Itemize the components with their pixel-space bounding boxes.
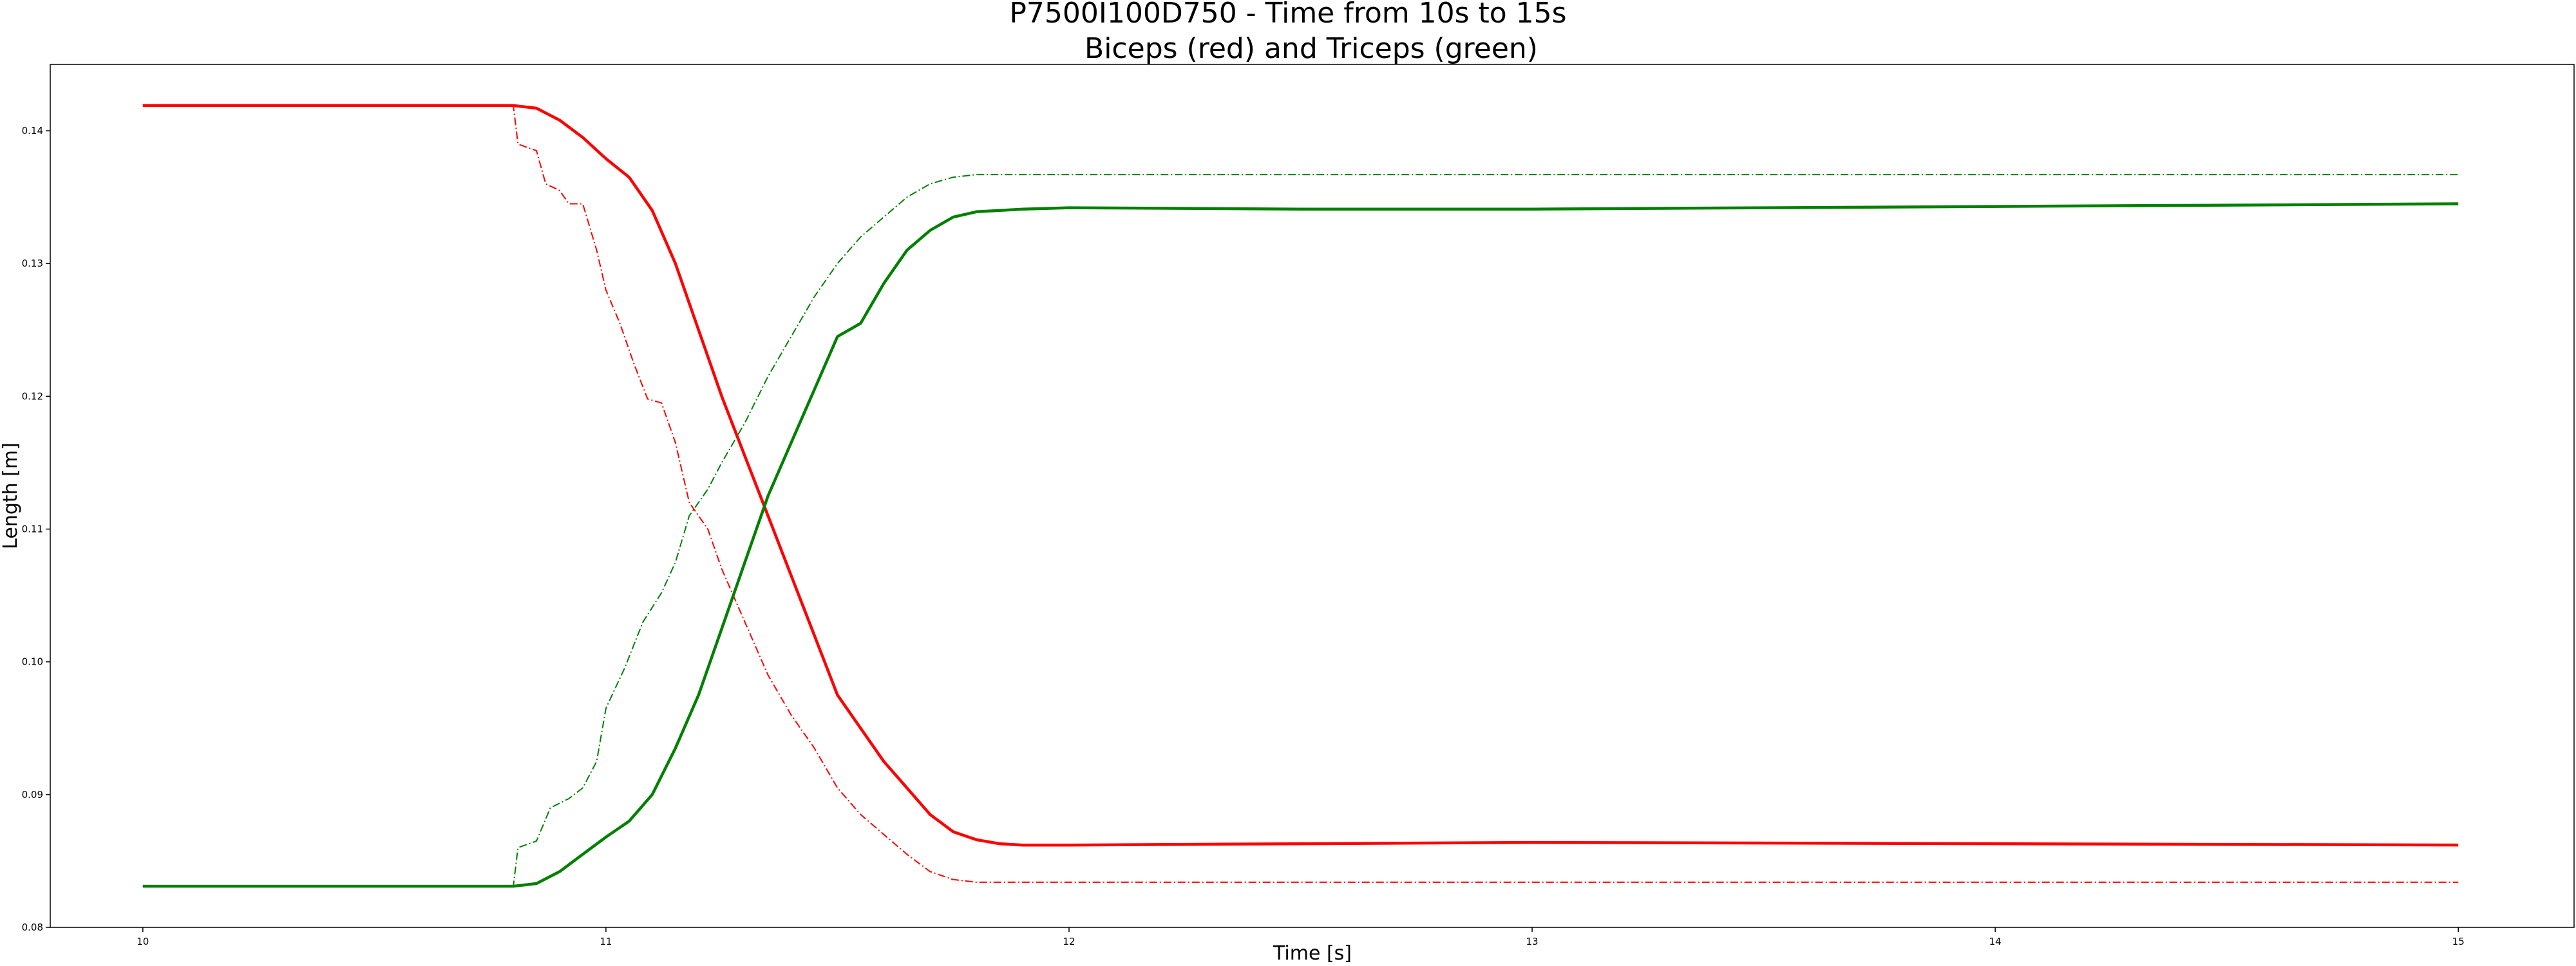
chart-subtitle: Biceps (red) and Triceps (green) — [1084, 32, 1538, 65]
series-line-3 — [142, 174, 2459, 887]
x-axis: 10 11 12 13 14 15 — [137, 927, 2465, 947]
y-axis-label: Length [m] — [0, 442, 22, 549]
series-layer — [142, 104, 2459, 888]
x-tick-label: 13 — [1526, 936, 1539, 947]
y-tick-label: 0.11 — [22, 524, 43, 535]
y-tick-label: 0.08 — [22, 922, 43, 933]
series-line-1 — [142, 104, 2459, 883]
x-tick-label: 11 — [600, 936, 612, 947]
x-tick-label: 14 — [1989, 936, 2002, 947]
y-tick-label: 0.10 — [22, 656, 43, 668]
y-tick-label: 0.13 — [22, 258, 43, 269]
y-axis: 0.08 0.09 0.10 0.11 0.12 0.13 0.14 — [22, 125, 50, 933]
y-tick-label: 0.09 — [22, 789, 43, 800]
series-line-2 — [142, 202, 2459, 888]
chart-title: P7500I100D750 - Time from 10s to 15s — [1009, 0, 1566, 30]
y-tick-label: 0.12 — [22, 390, 43, 402]
x-tick-label: 15 — [2452, 936, 2465, 947]
x-tick-label: 12 — [1063, 936, 1075, 947]
x-axis-label: Time [s] — [1273, 942, 1352, 965]
plot-frame — [50, 64, 2575, 928]
y-tick-label: 0.14 — [22, 125, 43, 137]
series-line-0 — [142, 104, 2459, 847]
x-tick-label: 10 — [137, 936, 149, 947]
